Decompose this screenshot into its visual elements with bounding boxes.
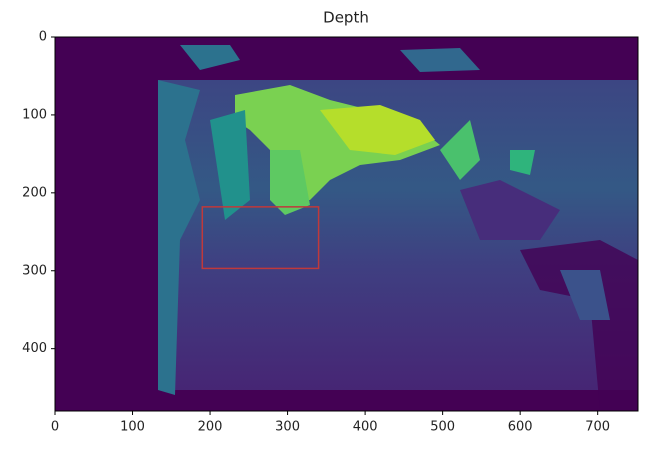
x-tick-label: 400	[353, 420, 378, 435]
depth-image	[55, 37, 638, 411]
y-tick-label: 0	[39, 30, 47, 45]
y-tick-label: 300	[22, 263, 47, 278]
x-tick-label: 700	[585, 420, 610, 435]
x-tick-label: 500	[430, 420, 455, 435]
y-tick-label: 100	[22, 107, 47, 122]
bounding-box	[201, 206, 320, 270]
x-tick-label: 100	[120, 420, 145, 435]
x-tick-label: 200	[198, 420, 223, 435]
x-tick-label: 300	[275, 420, 300, 435]
chart-title: Depth	[323, 9, 369, 27]
y-tick-label: 200	[22, 185, 47, 200]
plot-frame	[54, 36, 639, 412]
x-tick-label: 0	[51, 420, 59, 435]
y-tick-label: 400	[22, 341, 47, 356]
x-tick-label: 600	[508, 420, 533, 435]
